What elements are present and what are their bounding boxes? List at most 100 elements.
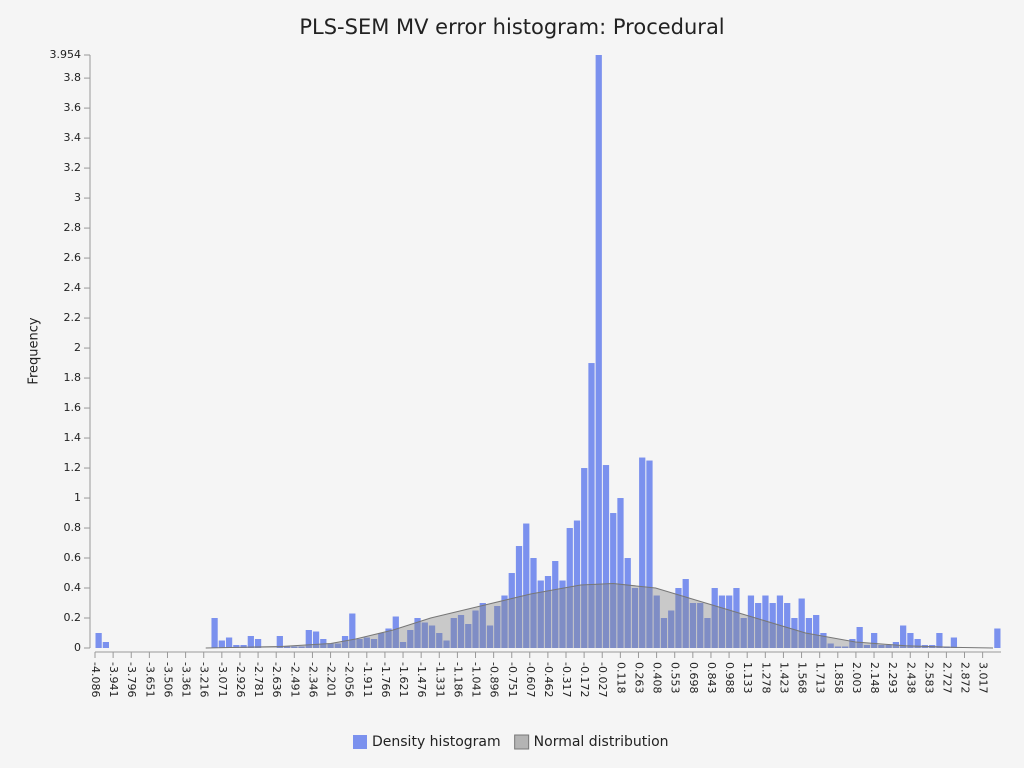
bar [639,457,646,648]
bar [479,603,486,648]
bar [711,588,718,648]
x-tick-label: -1.041 [470,662,483,697]
bar [755,603,762,648]
bar [762,595,769,648]
normal-curve [205,583,994,649]
x-tick-label: -1.331 [433,662,446,697]
x-tick-label: -0.172 [578,662,591,697]
bar [341,636,349,648]
x-tick-label: 0.118 [614,662,627,694]
bar [747,595,755,648]
bar [646,460,653,648]
x-tick-label: -0.027 [596,662,609,697]
x-tick-label: -1.186 [451,662,464,697]
x-tick-label: -3.361 [180,662,193,697]
y-tick-label: 1.8 [64,371,82,384]
x-tick-label: -1.766 [379,662,392,697]
x-tick-label: -4.086 [89,662,102,697]
x-tick-label: 0.263 [632,662,645,694]
bar [334,643,341,648]
y-tick-label: 3.6 [64,101,82,114]
y-tick-label: 0 [74,641,81,654]
bar [740,618,747,648]
x-tick-label: 2.438 [904,662,917,694]
bar [566,528,573,648]
x-tick-label: -3.941 [107,662,120,697]
legend-swatch [353,735,367,749]
bar [900,625,907,648]
x-tick-label: -0.751 [506,662,519,697]
bar [805,618,813,648]
y-axis-label: Frequency [27,317,42,384]
y-tick-label: 0.4 [64,581,82,594]
bar [697,603,704,648]
bar [457,615,465,648]
bar [378,633,385,648]
bar [501,595,508,648]
bar [798,598,805,648]
bar [726,595,733,648]
bar [233,645,240,648]
bar [813,615,820,648]
x-tick-label: -3.216 [198,662,211,697]
y-tick-label: 2.4 [64,281,82,294]
y-tick-label: 1.2 [64,461,82,474]
x-tick-label: 0.408 [651,662,664,694]
bar [849,639,856,648]
bar [784,603,791,648]
bar [581,468,588,648]
x-tick-label: 0.843 [705,662,718,694]
bar [552,561,559,648]
bar [428,625,436,648]
bar [871,633,878,648]
y-tick-label: 3.954 [50,48,82,61]
y-tick-label: 0.8 [64,521,82,534]
y-tick-label: 0.2 [64,611,82,624]
bar [776,595,784,648]
y-tick-label: 2.6 [64,251,82,264]
bar [363,637,370,648]
bar [443,640,450,648]
x-tick-label: -2.346 [306,662,319,697]
y-tick-label: 2.2 [64,311,82,324]
bar [240,645,247,648]
bar [247,636,254,648]
bar [218,640,225,648]
bar [486,625,494,648]
y-tick-label: 2 [74,341,81,354]
bar [356,639,363,648]
x-tick-label: -2.636 [270,662,283,697]
bar [885,645,892,648]
bar [610,513,617,648]
x-tick-label: -3.796 [125,662,138,697]
y-tick-label: 3 [74,191,81,204]
bar [407,630,414,648]
x-tick-label: 0.988 [723,662,736,694]
x-tick-label: 2.148 [868,662,881,694]
bar [291,646,298,648]
x-tick-label: -2.926 [234,662,247,697]
x-tick-label: -1.621 [397,662,410,697]
legend-label: Normal distribution [534,734,669,750]
bar [842,646,849,648]
bar [385,628,392,648]
bar [769,603,776,648]
bar [573,520,581,648]
bar [472,610,479,648]
x-tick-label: -0.317 [560,662,573,697]
bar [544,576,552,648]
bar [508,573,515,648]
bar [653,595,660,648]
bar [856,627,863,648]
bar [349,613,356,648]
chart-title: PLS-SEM MV error histogram: Procedural [299,15,724,39]
bar [414,618,421,648]
legend-label: Density histogram [372,734,501,750]
y-tick-label: 3.8 [64,71,82,84]
y-tick-label: 1 [74,491,81,504]
bar [254,639,262,648]
bar [791,618,798,648]
bar [523,523,530,648]
y-tick-label: 3.2 [64,161,82,174]
bar [660,618,668,648]
